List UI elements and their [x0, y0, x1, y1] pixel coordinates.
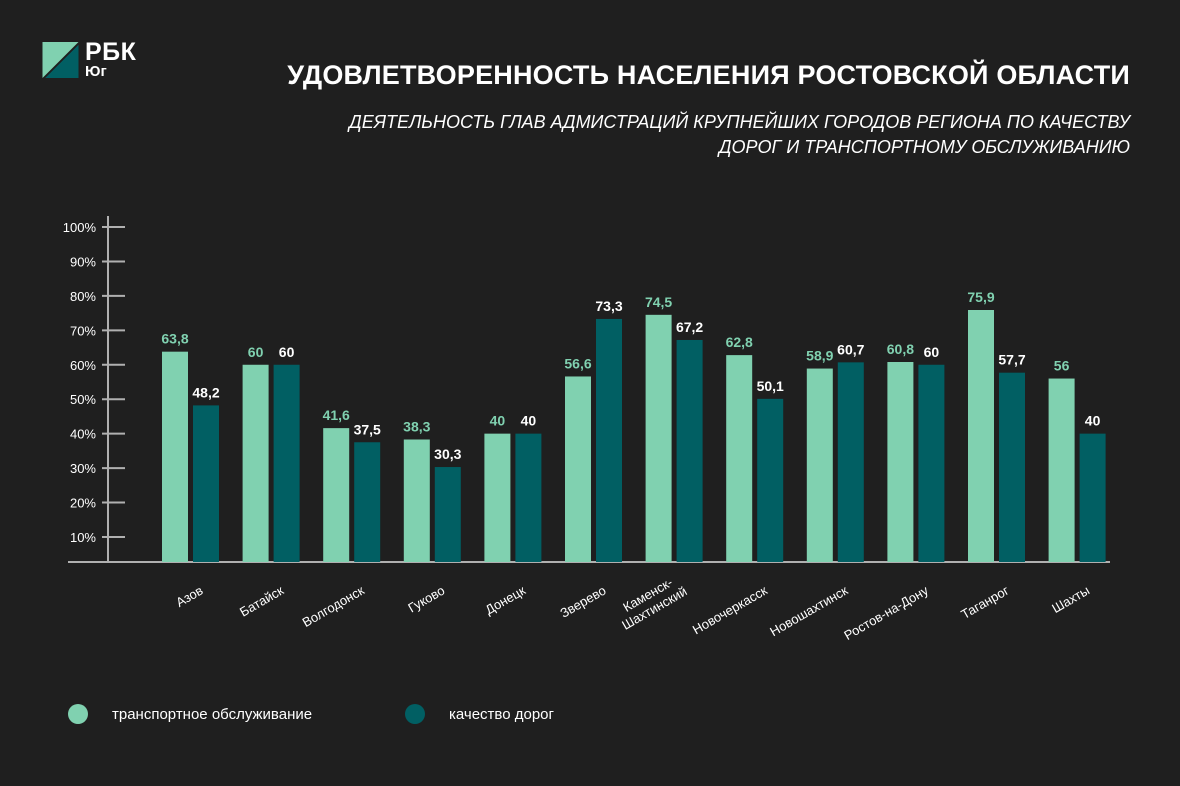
- legend-label-transport: транспортное обслуживание: [112, 705, 313, 723]
- bar-roads: [1079, 433, 1106, 562]
- legend-item-transport: транспортное обслуживание: [68, 704, 312, 724]
- bar-roads: [837, 362, 864, 562]
- x-tick-label: Новочеркасск: [690, 582, 770, 637]
- y-tick-label: 30%: [70, 461, 96, 476]
- x-tick-label: Шахты: [1049, 583, 1092, 616]
- y-tick-label: 40%: [70, 427, 96, 442]
- y-tick-label: 60%: [70, 358, 96, 373]
- data-label: 56: [1054, 358, 1070, 374]
- data-label: 56,6: [564, 355, 591, 371]
- data-label: 40: [1085, 413, 1101, 429]
- data-label: 41,6: [323, 407, 350, 423]
- bar-roads: [273, 364, 300, 562]
- data-label: 67,2: [676, 319, 703, 335]
- data-label: 60: [248, 344, 264, 360]
- bar-roads: [193, 405, 219, 562]
- data-label: 57,7: [998, 352, 1025, 368]
- data-label: 40: [521, 413, 537, 429]
- bar-transport: [645, 314, 672, 562]
- bar-transport: [806, 368, 833, 562]
- logo-text: РБК: [85, 38, 137, 66]
- data-label: 73,3: [595, 298, 622, 314]
- data-label: 63,8: [161, 331, 188, 347]
- logo-subtext: Юг: [85, 63, 107, 80]
- bar-roads: [999, 372, 1025, 562]
- data-label: 38,3: [403, 418, 430, 434]
- x-tick-label: Азов: [173, 583, 205, 610]
- bar-transport: [1048, 378, 1075, 562]
- bar-transport: [968, 310, 994, 562]
- data-label: 60,7: [837, 341, 864, 357]
- legend-item-roads: качество дорог: [405, 704, 554, 724]
- x-tick-label: Донецк: [483, 582, 529, 617]
- y-tick-label: 20%: [70, 496, 96, 511]
- chart-title: УДОВЛЕТВОРЕННОСТЬ НАСЕЛЕНИЯ РОСТОВСКОЙ О…: [287, 60, 1130, 90]
- data-label: 74,5: [645, 294, 672, 310]
- y-tick-label: 10%: [70, 530, 96, 545]
- data-label: 58,9: [806, 348, 833, 364]
- data-label: 60,8: [887, 341, 914, 357]
- data-label: 40: [490, 413, 506, 429]
- legend-label-roads: качество дорог: [449, 705, 554, 723]
- legend-swatch-roads: [405, 704, 425, 724]
- bar-transport: [323, 428, 350, 562]
- x-tick-label: Волгодонск: [300, 582, 367, 630]
- x-tick-label: Каменск-Шахтинский: [612, 570, 690, 632]
- x-tick-label: Зверево: [557, 583, 608, 621]
- bar-transport: [162, 351, 188, 562]
- bar-transport: [403, 439, 430, 562]
- y-tick-label: 50%: [70, 392, 96, 407]
- y-tick-label: 80%: [70, 289, 96, 304]
- x-tick-label: Новошахтинск: [767, 582, 850, 639]
- bar-transport: [484, 433, 511, 562]
- bar-roads: [596, 318, 622, 562]
- bar-roads: [676, 339, 703, 562]
- bar-roads: [515, 433, 542, 562]
- bar-roads: [918, 364, 945, 562]
- legend-swatch-transport: [68, 704, 88, 724]
- bar-roads: [757, 398, 784, 562]
- data-label: 75,9: [967, 289, 994, 305]
- rbc-logo-mark-icon: [42, 42, 79, 78]
- bar-roads: [354, 442, 381, 562]
- data-label: 48,2: [192, 384, 219, 400]
- y-tick-label: 70%: [70, 323, 96, 338]
- y-tick-label: 90%: [70, 254, 96, 269]
- x-tick-label: Батайск: [237, 582, 286, 619]
- data-label: 60: [279, 344, 295, 360]
- data-label: 50,1: [757, 378, 784, 394]
- data-label: 37,5: [354, 421, 381, 437]
- x-tick-label: Ростов-на-Дону: [841, 582, 931, 643]
- data-label: 62,8: [726, 334, 753, 350]
- bar-roads: [434, 467, 461, 562]
- bar-transport: [887, 362, 914, 562]
- x-tick-label: Таганрог: [958, 582, 1011, 621]
- chart-subtitle: ДЕЯТЕЛЬНОСТЬ ГЛАВ АДМИСТРАЦИЙ КРУПНЕЙШИХ…: [349, 112, 1130, 157]
- bar-transport: [726, 355, 753, 562]
- data-label: 60: [924, 344, 940, 360]
- y-tick-label: 100%: [63, 220, 97, 235]
- data-label: 30,3: [434, 446, 461, 462]
- bar-transport: [242, 364, 269, 562]
- bar-transport: [565, 376, 591, 562]
- x-tick-label: Гуково: [405, 583, 447, 616]
